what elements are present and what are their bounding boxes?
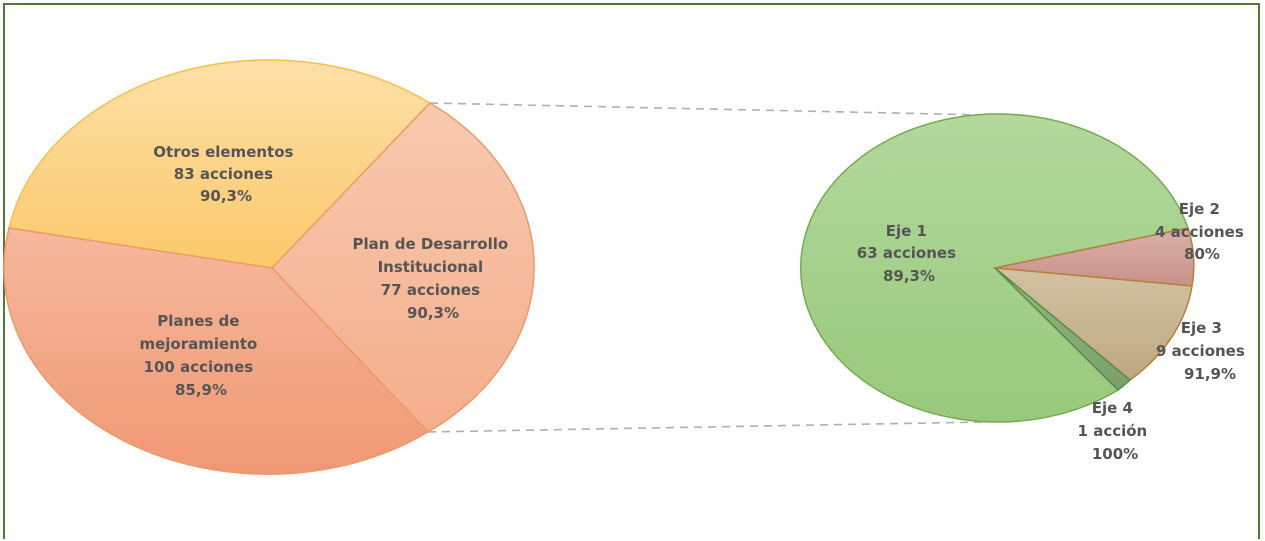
main-slice-planes-de-mejoramiento [3, 227, 430, 475]
main-slice-otros-elementos [8, 59, 432, 269]
label-eje-4: Eje 4 1 acción 100% [1078, 399, 1153, 463]
label-eje-3: Eje 3 9 acciones 91,9% [1156, 319, 1250, 383]
sub-slice-eje-4 [994, 267, 1132, 391]
sub-slice-eje-3 [992, 267, 1193, 381]
connector-line-bottom [427, 421, 986, 433]
label-otros-elementos: Otros elementos 83 acciones 90,3% [153, 143, 298, 205]
label-eje-2: Eje 2 4 acciones 80% [1155, 200, 1249, 263]
label-planes-de-mejoramiento: Planes de mejoramiento 100 acciones 85,9… [139, 312, 262, 399]
connector-line-top [429, 102, 986, 116]
label-plan-de-desarrollo: Plan de Desarrollo Institucional 77 acci… [353, 235, 514, 322]
main-slice-plan-de-desarrollo [270, 102, 535, 433]
label-eje-1: Eje 1 63 acciones 89,3% [857, 222, 961, 285]
